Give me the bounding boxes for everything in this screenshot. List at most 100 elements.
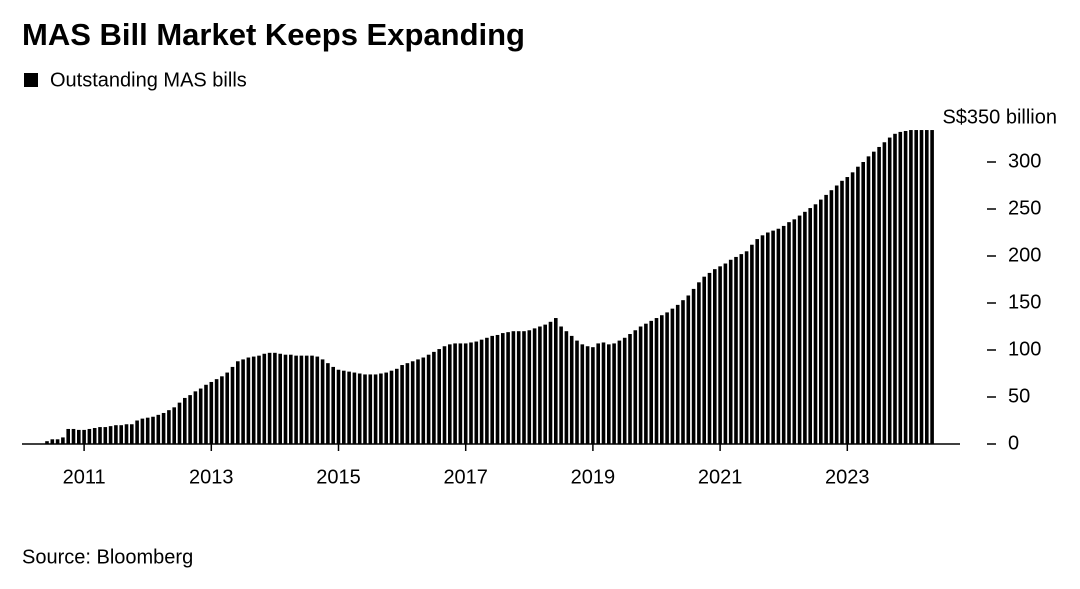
bar [225,372,229,444]
bar [781,225,786,444]
bar [50,439,55,444]
bar [930,130,934,445]
bar [554,318,558,444]
bar [145,417,150,444]
bar [538,326,542,444]
bar [55,439,60,444]
bar [819,199,823,444]
bar [607,344,611,444]
bar [771,230,775,444]
bar [156,414,161,444]
bar [278,353,282,444]
y-tick-label: 100 [1008,338,1041,360]
bar [320,359,325,444]
bar [331,366,335,444]
bar [87,428,92,444]
bar [681,300,685,444]
bar [474,341,479,444]
bar [686,295,691,444]
legend-swatch [24,73,38,87]
bar [612,343,616,444]
y-tick-label: S$350 billion [942,106,1057,128]
bar [707,272,712,444]
bar [304,355,309,444]
bar [877,146,881,444]
y-tick-label: 50 [1008,385,1030,407]
bar [580,344,585,444]
bar [119,425,123,444]
bar [516,331,521,444]
bar [220,376,224,444]
bar [262,353,267,444]
bar [675,304,680,444]
bar [172,407,176,444]
bar [299,355,304,444]
y-tick-label: 300 [1008,150,1041,172]
bar [469,342,473,444]
bar [352,372,357,444]
bar [368,374,373,444]
bar [124,424,129,444]
bar [326,363,330,444]
bar [813,204,818,444]
bar [750,244,754,444]
bar [585,346,590,444]
bar [209,381,214,444]
bar [458,343,463,444]
bar [198,388,203,444]
bar [294,355,298,444]
bar [342,370,346,444]
bar [384,372,388,444]
bar [246,357,251,444]
bar [188,395,192,444]
y-tick-label: 250 [1008,197,1041,219]
bar [204,384,208,444]
bar [373,374,378,444]
bar [289,354,293,444]
bar [903,130,908,445]
bar [718,266,722,444]
bar [135,420,139,444]
bar [357,373,362,444]
bar [882,142,887,444]
bar [251,356,256,444]
bar [183,397,187,444]
bar [591,347,595,444]
bar [193,391,198,444]
bar [601,342,606,444]
bar [71,428,76,444]
bar [543,324,547,444]
chart-title: MAS Bill Market Keeps Expanding [22,17,525,52]
bar [130,424,134,444]
bar [654,318,659,444]
y-tick-label: 150 [1008,291,1041,313]
bar [426,354,431,444]
bar [495,334,500,444]
source: Source: Bloomberg [22,546,193,568]
bar [77,429,81,444]
bar [670,308,675,444]
bar [442,346,447,444]
bar [898,131,903,445]
bar [267,352,272,444]
bar [230,366,235,444]
y-tick-label: 200 [1008,244,1041,266]
bar [744,251,749,444]
bar [824,194,828,444]
x-tick-label: 2023 [825,466,870,488]
bar [421,357,426,444]
bar [522,331,526,444]
bar [660,315,664,444]
bar [638,326,643,444]
bar [760,235,765,444]
bar [622,337,627,444]
x-tick-label: 2021 [698,466,743,488]
bar [241,359,245,444]
bar [808,208,812,444]
bar [755,239,759,444]
y-tick-label: 0 [1008,432,1019,454]
bar [856,166,860,444]
bar [490,335,494,444]
bar [395,368,399,444]
